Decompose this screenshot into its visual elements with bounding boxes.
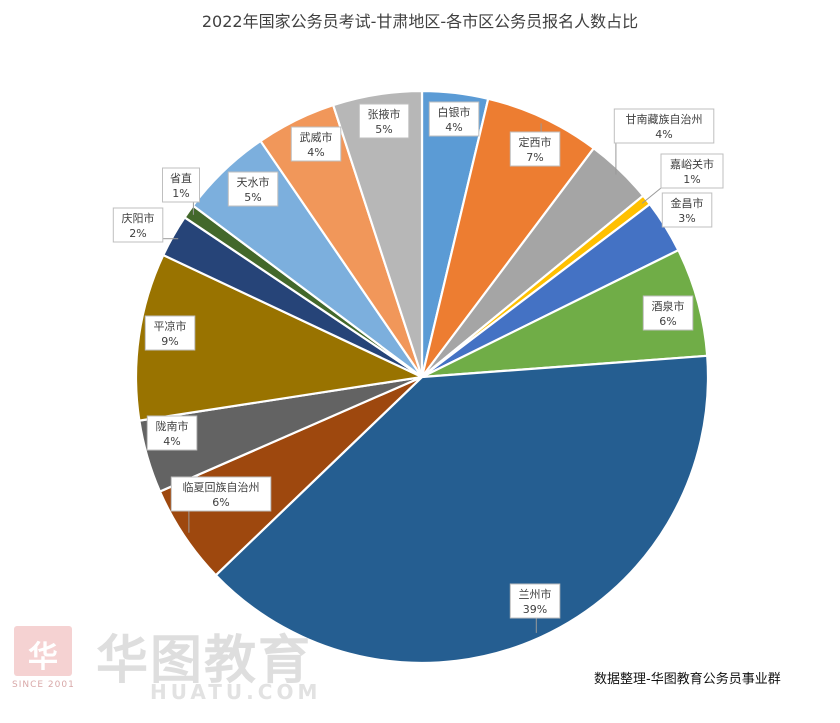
label-name-3: 甘南藏族自治州 xyxy=(626,112,703,126)
label-box-5 xyxy=(661,192,713,228)
data-label-11: 庆阳市 2% xyxy=(112,207,164,243)
label-name-15: 张掖市 xyxy=(368,107,401,121)
data-label-2: 定西市 7% xyxy=(509,131,561,167)
label-pct-4: 1% xyxy=(683,173,700,186)
label-pct-12: 1% xyxy=(172,187,189,200)
label-name-8: 临夏回族自治州 xyxy=(183,480,260,494)
pie-slice-2 xyxy=(420,97,596,378)
label-box-2 xyxy=(509,131,561,167)
label-pct-3: 4% xyxy=(655,128,672,141)
label-box-3 xyxy=(613,108,715,144)
label-pct-10: 9% xyxy=(161,335,178,348)
data-label-6: 酒泉市 6% xyxy=(642,295,694,331)
data-label-10: 平凉市 9% xyxy=(144,315,196,351)
label-name-5: 金昌市 xyxy=(671,196,704,210)
leader-line-4 xyxy=(641,187,662,204)
label-pct-15: 5% xyxy=(375,123,392,136)
label-pct-14: 4% xyxy=(307,146,324,159)
label-name-14: 武威市 xyxy=(300,130,333,144)
watermark-brand: 华图教育 xyxy=(96,631,313,691)
label-box-1 xyxy=(428,101,480,137)
data-label-15: 张掖市 5% xyxy=(358,103,410,139)
label-name-7: 兰州市 xyxy=(519,587,552,601)
watermark-since: SINCE 2001 xyxy=(12,680,75,690)
data-label-12: 省直 1% xyxy=(162,167,200,203)
label-box-14 xyxy=(290,126,342,162)
label-name-4: 嘉峪关市 xyxy=(670,157,714,171)
label-name-10: 平凉市 xyxy=(154,319,187,333)
data-label-1: 白银市 4% xyxy=(428,101,480,137)
data-label-9: 陇南市 4% xyxy=(146,415,198,451)
pie-slice-10 xyxy=(134,253,426,422)
label-box-13 xyxy=(227,171,279,207)
label-pct-1: 4% xyxy=(445,121,462,134)
data-label-3: 甘南藏族自治州 4% xyxy=(613,108,715,144)
label-name-13: 天水市 xyxy=(237,175,270,189)
label-box-8 xyxy=(170,476,272,512)
label-pct-7: 39% xyxy=(523,603,547,616)
chart-title: 2022年国家公务员考试-甘肃地区-各市区公务员报名人数占比 xyxy=(201,12,639,31)
label-pct-9: 4% xyxy=(163,435,180,448)
label-pct-5: 3% xyxy=(678,212,695,225)
label-pct-13: 5% xyxy=(244,191,261,204)
label-box-10 xyxy=(144,315,196,351)
source-note: 数据整理-华图教育公务员事业群 xyxy=(594,672,781,687)
label-name-1: 白银市 xyxy=(438,105,471,119)
pie-slice-7 xyxy=(214,354,710,665)
label-box-15 xyxy=(358,103,410,139)
label-box-9 xyxy=(146,415,198,451)
data-label-4: 嘉峪关市 1% xyxy=(660,153,724,189)
label-box-6 xyxy=(642,295,694,331)
data-label-14: 武威市 4% xyxy=(290,126,342,162)
watermark-logo: 华 xyxy=(14,626,72,676)
label-name-6: 酒泉市 xyxy=(652,299,685,313)
watermark-site: HUATU.COM xyxy=(150,680,322,704)
label-pct-8: 6% xyxy=(212,496,229,509)
label-box-7 xyxy=(509,583,561,619)
label-name-11: 庆阳市 xyxy=(122,211,155,225)
data-label-7: 兰州市 39% xyxy=(509,583,561,619)
label-pct-6: 6% xyxy=(659,315,676,328)
label-pct-11: 2% xyxy=(129,227,146,240)
data-label-13: 天水市 5% xyxy=(227,171,279,207)
label-name-2: 定西市 xyxy=(519,135,552,149)
label-name-12: 省直 xyxy=(170,171,192,185)
pie-slice-15 xyxy=(331,89,424,378)
data-label-8: 临夏回族自治州 6% xyxy=(170,476,272,512)
label-box-4 xyxy=(660,153,724,189)
label-box-12 xyxy=(162,167,200,203)
label-box-11 xyxy=(112,207,164,243)
label-name-9: 陇南市 xyxy=(156,419,189,433)
label-pct-2: 7% xyxy=(526,151,543,164)
data-label-5: 金昌市 3% xyxy=(661,192,713,228)
